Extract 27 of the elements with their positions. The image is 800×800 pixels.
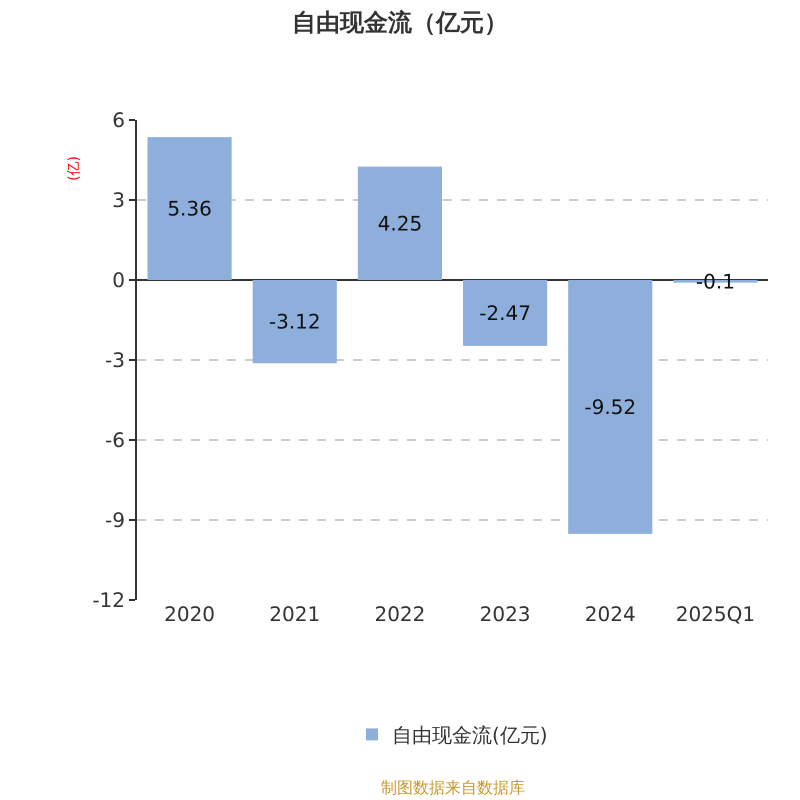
x-tick-label: 2024 — [584, 602, 636, 626]
y-axis-title: (亿) — [66, 156, 82, 181]
y-tick-label: -12 — [92, 588, 125, 612]
bar — [252, 280, 337, 364]
y-tick-label: -6 — [105, 428, 125, 452]
x-tick-label: 2025Q1 — [676, 602, 756, 626]
y-tick-label: -9 — [105, 508, 125, 532]
bar — [463, 280, 548, 346]
data-label: 5.36 — [167, 196, 212, 221]
x-tick-label: 2020 — [164, 602, 216, 626]
x-tick-label: 2021 — [269, 602, 320, 626]
y-tick-label: -3 — [105, 348, 125, 372]
data-label: 4.25 — [378, 211, 422, 236]
chart-title: 自由现金流（亿元） — [292, 8, 508, 36]
bar — [568, 280, 652, 534]
legend-label: 自由现金流(亿元) — [392, 723, 548, 748]
text: 制图数据来自数据库 — [381, 778, 525, 797]
bar — [148, 137, 232, 280]
y-tick-label: 3 — [112, 188, 125, 212]
data-label: -2.47 — [479, 300, 531, 325]
x-tick-label: 2023 — [480, 602, 531, 626]
y-tick-label: 6 — [112, 108, 125, 132]
y-tick-label: 0 — [112, 268, 125, 292]
data-label: -9.52 — [584, 394, 636, 419]
x-tick-label: 2022 — [374, 602, 426, 626]
data-label: -3.12 — [268, 310, 321, 334]
bar — [358, 166, 442, 280]
